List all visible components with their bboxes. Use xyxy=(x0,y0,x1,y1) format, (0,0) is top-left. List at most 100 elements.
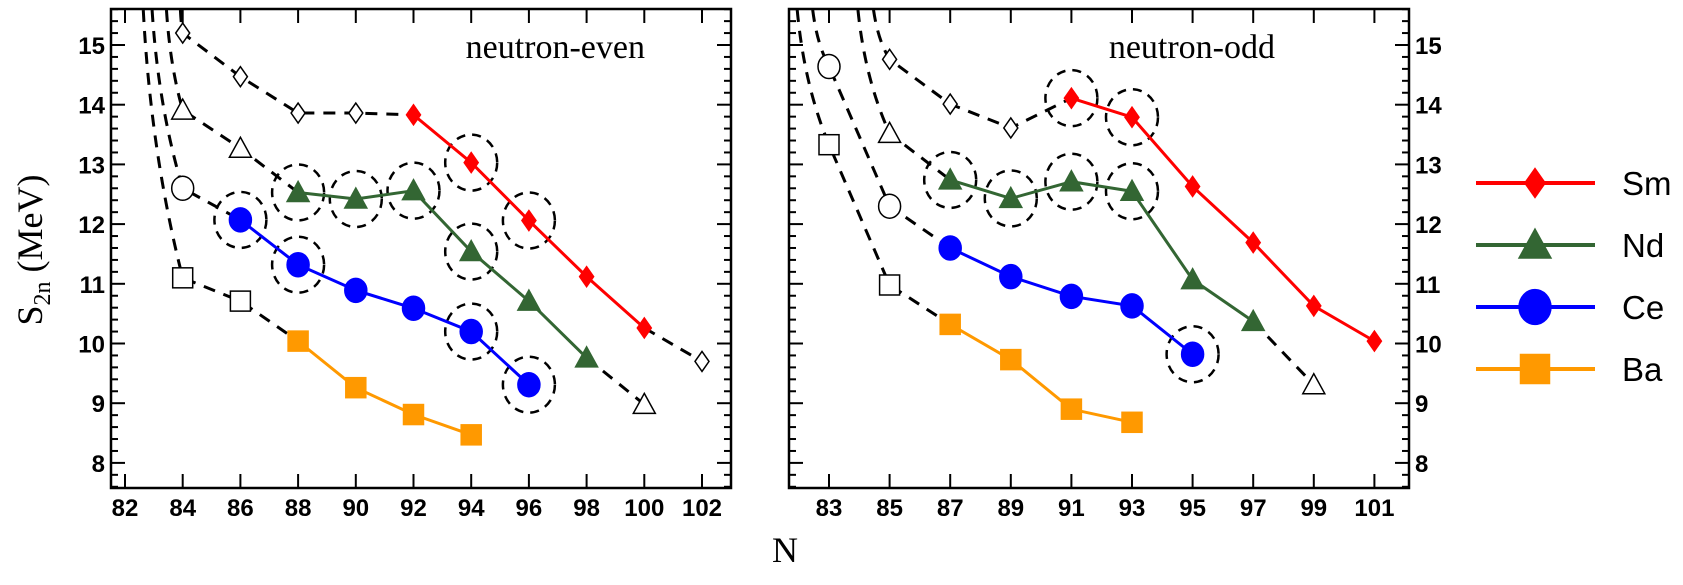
legend-marker-square xyxy=(1519,353,1551,385)
highlight-circle-Nd-92 xyxy=(386,161,441,220)
open-marker-Nd xyxy=(877,120,902,144)
x-tick-label: 90 xyxy=(342,495,369,522)
data-point-Nd xyxy=(458,239,484,262)
y-tick-label: 14 xyxy=(78,93,105,120)
data-point-Nd xyxy=(1059,169,1084,192)
y-tick-label: 13 xyxy=(78,152,105,179)
highlight-circle-Ce-95 xyxy=(1165,324,1220,384)
x-tick-label: 101 xyxy=(1354,495,1394,522)
highlight-circle-Nd-90 xyxy=(328,169,384,229)
x-tick-label: 85 xyxy=(876,495,903,522)
data-point-Ba xyxy=(1121,411,1143,434)
dashed-curve-Nd xyxy=(856,9,952,182)
y-axis-title: S2n (MeV) xyxy=(10,175,56,326)
legend: Sm Nd Ce Ba xyxy=(1476,165,1672,388)
data-point-Nd xyxy=(343,186,369,209)
x-tick-label: 96 xyxy=(516,495,543,522)
dashed-curve-Ba xyxy=(795,9,952,326)
open-marker-Nd xyxy=(632,391,657,415)
x-tick-label: 93 xyxy=(1119,495,1146,522)
y-tick-label: 15 xyxy=(1415,33,1442,60)
highlight-circle-Sm-96 xyxy=(501,191,557,250)
legend-marker-diamond xyxy=(1523,167,1547,199)
data-point-Sm xyxy=(1184,175,1201,198)
data-point-Ba xyxy=(1000,348,1022,371)
data-point-Ba xyxy=(345,376,367,399)
data-point-Nd xyxy=(516,288,542,311)
x-tick-label: 89 xyxy=(997,495,1024,522)
x-tick-label: 86 xyxy=(227,495,254,522)
data-point-Ba xyxy=(1060,398,1083,420)
data-point-Sm xyxy=(520,209,537,232)
legend-label: Ce xyxy=(1622,289,1664,326)
open-marker-Sm xyxy=(881,48,898,71)
highlight-circle-Sm-91 xyxy=(1044,68,1099,128)
open-marker-Nd xyxy=(228,135,253,159)
x-tick-label: 94 xyxy=(458,495,485,522)
highlight-circle-Nd-87 xyxy=(922,150,978,210)
x-tick-label: 82 xyxy=(112,495,139,522)
data-point-Ce xyxy=(401,295,426,322)
series-line-Ce xyxy=(239,218,530,386)
panel-label: neutron-even xyxy=(466,29,645,66)
open-marker-Ba xyxy=(229,290,252,312)
y-tick-label: 14 xyxy=(1415,93,1442,120)
open-marker-Sm xyxy=(290,101,307,125)
data-point-Ba xyxy=(287,330,309,352)
open-marker-Ba xyxy=(171,267,194,289)
highlight-circle-Nd-88 xyxy=(270,163,326,222)
y-axis-title-sub: 2n xyxy=(30,281,56,305)
open-marker-Ce xyxy=(170,175,195,202)
x-tick-label: 84 xyxy=(169,495,196,522)
legend-item-Sm: Sm xyxy=(1476,165,1672,202)
dashed-curve-Ba xyxy=(141,9,299,343)
data-point-Ce xyxy=(999,263,1023,290)
legend-marker-circle xyxy=(1518,288,1552,326)
data-point-Ce xyxy=(1059,283,1084,310)
dashed-curve-Sm xyxy=(178,9,414,117)
y-tick-label: 10 xyxy=(1415,332,1442,359)
x-axis-title: N xyxy=(772,530,798,570)
x-tick-label: 100 xyxy=(624,495,664,522)
data-point-Nd xyxy=(1240,308,1266,332)
data-point-Sm xyxy=(1366,329,1383,353)
series-line-Ba xyxy=(297,339,472,437)
data-point-Ce xyxy=(228,207,253,233)
x-tick-label: 102 xyxy=(682,495,722,522)
x-tick-label: 88 xyxy=(285,495,312,522)
y-tick-label: 15 xyxy=(78,33,105,60)
open-marker-Nd xyxy=(170,97,195,120)
highlight-circle-Sm-93 xyxy=(1104,87,1160,147)
data-point-Sm xyxy=(463,151,480,174)
data-point-Sm xyxy=(1305,294,1322,318)
y-tick-label: 11 xyxy=(80,272,105,299)
highlight-circle-Nd-94 xyxy=(443,222,499,281)
data-point-Ce xyxy=(1120,293,1144,319)
y-tick-label: 12 xyxy=(1415,212,1442,239)
data-point-Ce xyxy=(1180,341,1205,367)
dashed-curve-Sm xyxy=(871,9,1073,130)
legend-label: Sm xyxy=(1622,165,1672,202)
data-point-Sm xyxy=(636,316,653,340)
x-tick-label: 95 xyxy=(1179,495,1206,522)
panel-neutron-even: 8 9 10 11 12 13 14 15 82 84 86 88 90 92 94 96 98 100 102 ne… xyxy=(78,7,733,522)
x-tick-label: 83 xyxy=(816,495,843,522)
legend-item-Ba: Ba xyxy=(1476,351,1663,388)
x-tick-label: 97 xyxy=(1240,495,1267,522)
data-point-Nd xyxy=(1180,267,1205,290)
data-point-Sm xyxy=(1063,86,1080,110)
open-marker-Ba xyxy=(878,274,901,296)
open-marker-Ba xyxy=(818,133,840,156)
series-line-Sm xyxy=(1070,96,1376,343)
data-point-Ce xyxy=(286,251,310,278)
data-point-Nd xyxy=(574,345,599,368)
legend-label: Nd xyxy=(1622,227,1664,264)
legend-label: Ba xyxy=(1622,351,1663,388)
data-point-Nd xyxy=(998,185,1024,209)
data-point-Ce xyxy=(938,235,962,261)
dashed-tail-Nd xyxy=(1252,320,1315,386)
plot-area xyxy=(141,9,710,446)
y-axis-title-unit: (MeV) xyxy=(10,175,50,282)
